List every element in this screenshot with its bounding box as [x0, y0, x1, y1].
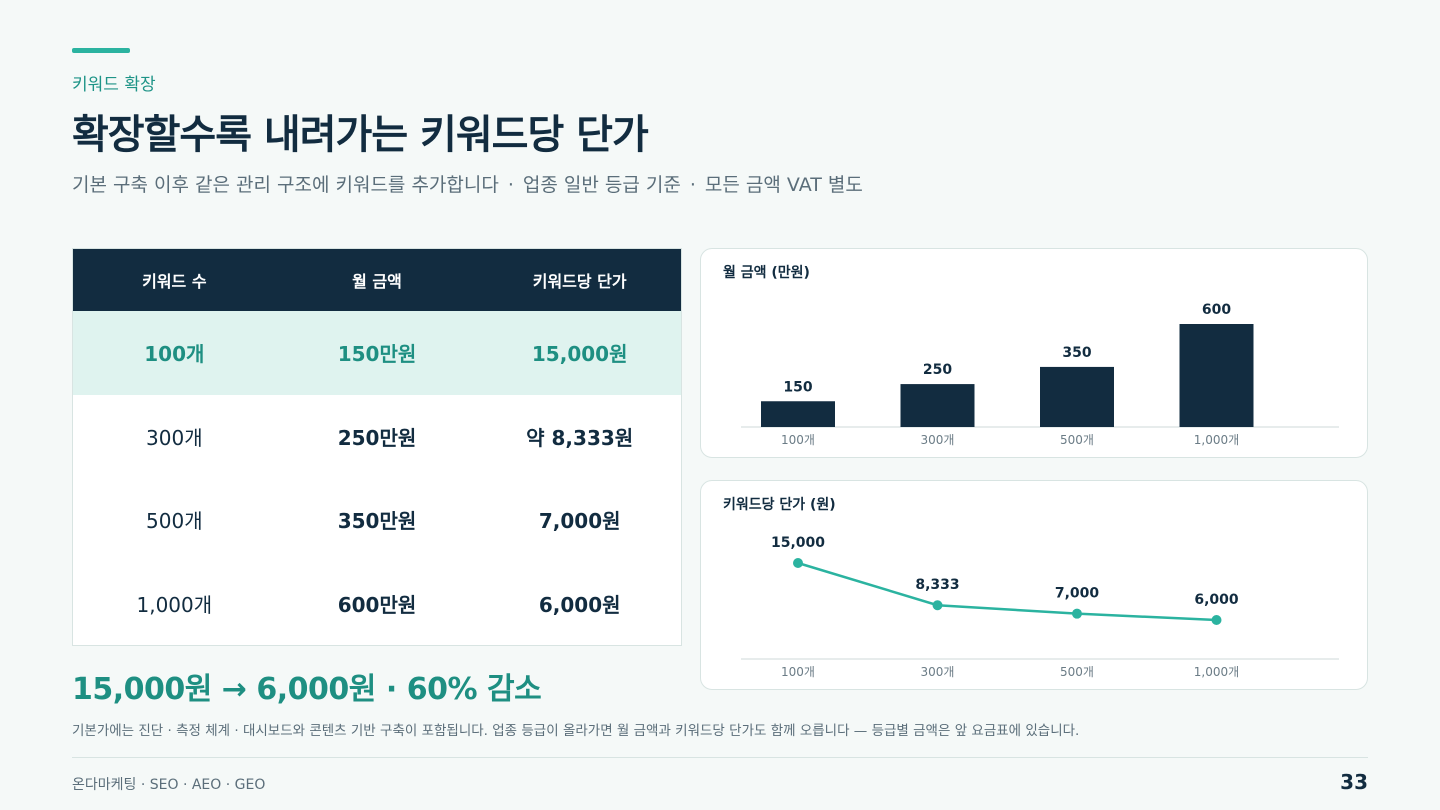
footer-brand: 온다마케팅 · SEO · AEO · GEO [72, 777, 266, 793]
subtitle-separator: · [507, 174, 514, 196]
series-line [797, 561, 1217, 622]
cell-unit-price: 7,000원 [538, 509, 621, 534]
subtitle-part-2: 업종 일반 등급 기준 [522, 174, 681, 196]
bar [1179, 324, 1254, 427]
accent-bar [72, 48, 130, 53]
data-point [1072, 608, 1082, 619]
page-number: 33 [1340, 770, 1368, 794]
table-row: 1,000개 600만원 6,000원 [73, 562, 681, 646]
cell-monthly-fee: 600만원 [337, 592, 417, 617]
x-tick-label: 500개 [1060, 433, 1094, 447]
table-row: 100개 150만원 15,000원 [73, 311, 681, 395]
bar [1040, 366, 1114, 427]
chart-title: 키워드당 단가 (원) [723, 497, 836, 513]
x-tick-label: 1,000개 [1194, 433, 1239, 447]
x-tick-label: 100개 [781, 433, 815, 447]
cell-keyword-count: 100개 [144, 342, 205, 367]
summary-change: 60% 감소 [406, 672, 542, 707]
cell-monthly-fee: 150만원 [337, 342, 417, 367]
header-unit-price: 키워드당 단가 [532, 272, 627, 291]
page-title: 확장할수록 내려가는 키워드당 단가 [72, 112, 649, 158]
subtitle-part-1: 기본 구축 이후 같은 관리 구조에 키워드를 추가합니다 [72, 174, 499, 196]
monthly-fee-chart-card: 월 금액 (만원) 150 100개 250 300개 350 500개 600 1,000개 [700, 248, 1368, 458]
monthly-fee-bar-chart: 150 100개 250 300개 350 500개 600 1,000개 [741, 302, 1339, 447]
table-header: 키워드 수 월 금액 키워드당 단가 [73, 249, 681, 311]
bar [900, 384, 975, 427]
point-value-label: 15,000 [771, 535, 825, 551]
point-value-label: 6,000 [1194, 592, 1239, 608]
bar-value-label: 250 [923, 362, 952, 378]
cell-monthly-fee: 350만원 [337, 509, 417, 534]
data-point [793, 558, 803, 568]
point-value-label: 7,000 [1055, 586, 1100, 602]
cell-unit-price: 6,000원 [538, 592, 621, 617]
subtitle-separator: · [689, 174, 696, 196]
bar-value-label: 150 [783, 379, 812, 395]
point-value-label: 8,333 [915, 577, 959, 593]
summary-separator: · [385, 672, 397, 707]
bar-value-label: 350 [1062, 345, 1091, 361]
cell-keyword-count: 1,000개 [136, 592, 213, 617]
section-eyebrow: 키워드 확장 [72, 75, 156, 95]
cell-unit-price: 15,000원 [531, 342, 628, 367]
unit-price-chart-card: 키워드당 단가 (원) 15,000 100개 8,333 300개 7,000 500개… [700, 480, 1368, 690]
unit-price-line-chart: 15,000 100개 8,333 300개 7,000 500개 6,000 1,000개 [741, 535, 1339, 679]
summary-from-to: 15,000원 → 6,000원 [72, 672, 376, 707]
footer-divider [72, 757, 1368, 758]
chart-title: 월 금액 (만원) [723, 265, 810, 281]
table-row: 500개 350만원 7,000원 [73, 478, 681, 562]
summary-line: 15,000원 → 6,000원 · 60% 감소 [72, 664, 542, 708]
cell-keyword-count: 300개 [146, 425, 203, 450]
x-tick-label: 300개 [921, 665, 955, 679]
x-tick-label: 100개 [781, 665, 815, 679]
header-monthly-fee: 월 금액 [352, 272, 402, 291]
bar-value-label: 600 [1202, 302, 1231, 318]
x-tick-label: 500개 [1060, 665, 1094, 679]
data-point [1211, 615, 1222, 625]
page-subtitle: 기본 구축 이후 같은 관리 구조에 키워드를 추가합니다 · 업종 일반 등급 기… [72, 170, 863, 197]
bar [761, 401, 835, 427]
cell-unit-price: 약 8,333원 [526, 425, 634, 450]
pricing-table: 키워드 수 월 금액 키워드당 단가 100개 150만원 15,000원 30… [72, 248, 682, 646]
cell-monthly-fee: 250만원 [337, 425, 417, 450]
x-tick-label: 1,000개 [1194, 665, 1239, 679]
subtitle-part-3: 모든 금액 VAT 별도 [704, 174, 863, 196]
table-row: 300개 250만원 약 8,333원 [73, 395, 681, 479]
data-point [932, 600, 943, 611]
header-keyword-count: 키워드 수 [142, 272, 207, 291]
footnote: 기본가에는 진단 · 측정 체계 · 대시보드와 콘텐츠 기반 구축이 포함됩니… [72, 723, 1080, 739]
cell-keyword-count: 500개 [146, 509, 203, 534]
x-tick-label: 300개 [921, 433, 955, 447]
